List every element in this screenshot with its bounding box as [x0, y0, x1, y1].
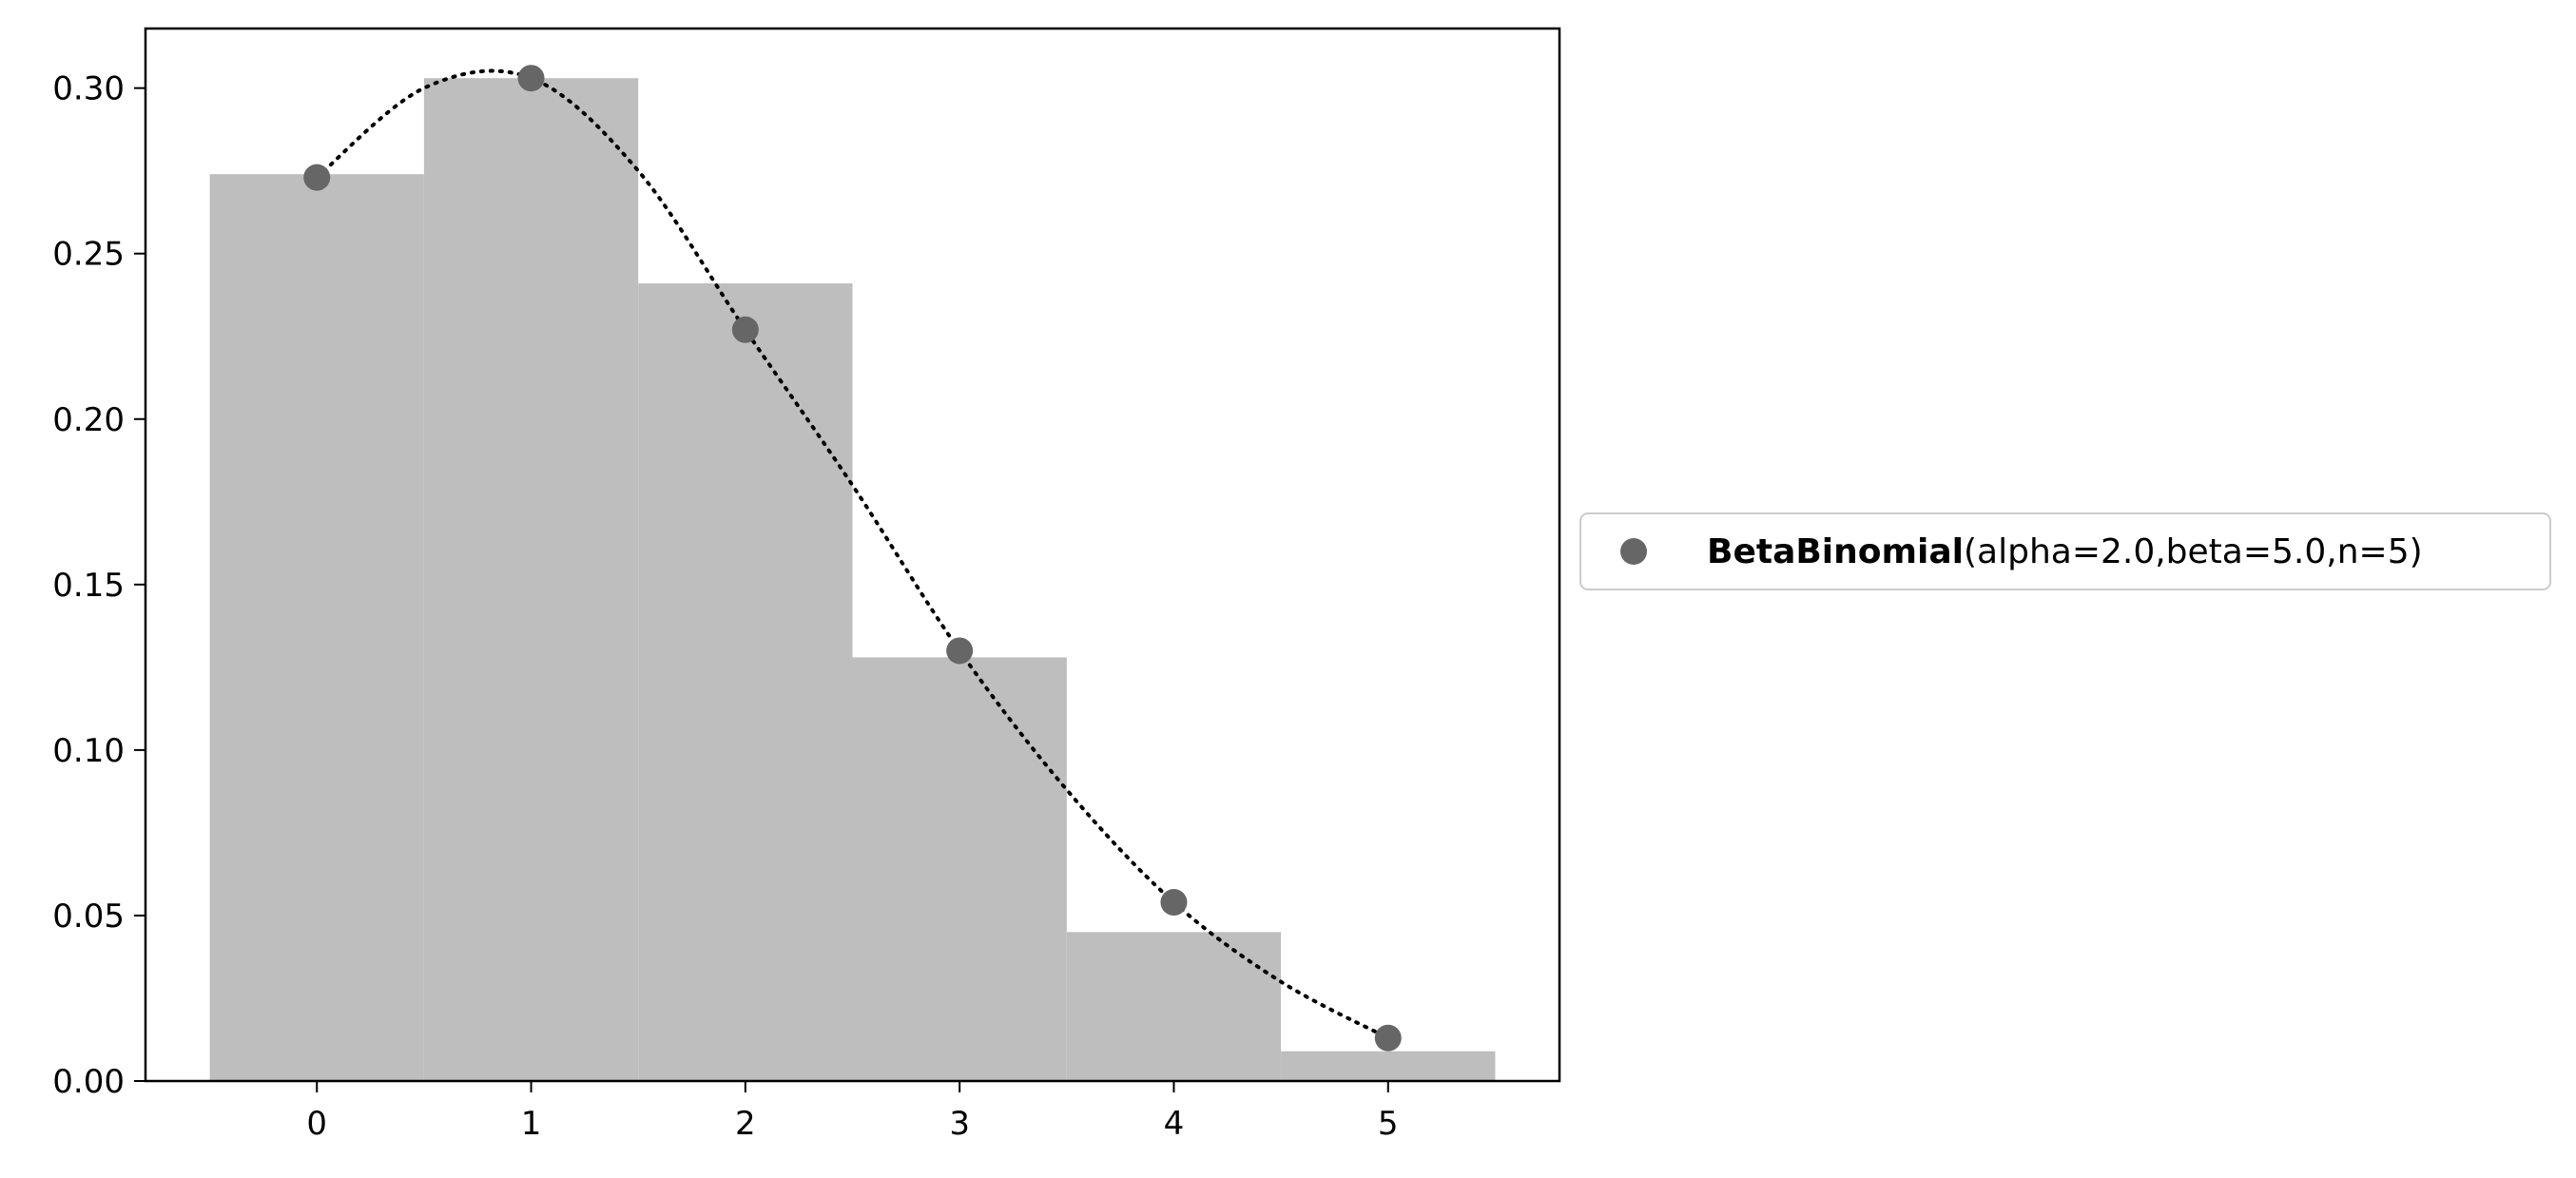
pmf-point — [1160, 889, 1188, 917]
y-tick-label: 0.20 — [52, 401, 125, 439]
y-tick-label: 0.30 — [52, 70, 125, 108]
pmf-point — [1374, 1024, 1402, 1052]
bar — [1066, 932, 1282, 1081]
legend-label-bold: BetaBinomial — [1707, 532, 1964, 571]
legend-marker — [1620, 538, 1647, 565]
y-tick-label: 0.05 — [52, 898, 125, 936]
density-curve — [315, 68, 1390, 1040]
x-tick-label: 3 — [949, 1105, 970, 1143]
legend-label-rest: (alpha=2.0,beta=5.0,n=5) — [1964, 532, 2423, 571]
x-axis-ticks: 0 1 2 3 4 5 — [306, 1081, 1399, 1143]
x-tick-label: 5 — [1378, 1105, 1399, 1143]
plot-frame — [144, 27, 1561, 1083]
x-tick-label: 0 — [306, 1105, 327, 1143]
histogram-bars — [209, 78, 1496, 1082]
x-tick-label: 4 — [1164, 1105, 1185, 1143]
bar — [423, 78, 639, 1081]
pmf-markers — [303, 65, 1402, 1052]
y-axis-ticks: 0.00 0.05 0.10 0.15 0.20 0.25 0.30 — [52, 70, 145, 1101]
x-tick-label: 2 — [735, 1105, 756, 1143]
pmf-point — [946, 637, 974, 665]
pmf-point — [731, 316, 759, 343]
y-tick-label: 0.25 — [52, 236, 125, 274]
bar — [209, 174, 424, 1082]
bar — [852, 657, 1067, 1081]
legend-label: BetaBinomial(alpha=2.0,beta=5.0,n=5) — [1707, 532, 2423, 571]
y-tick-label: 0.10 — [52, 732, 125, 770]
density-curve-layer — [315, 68, 1390, 1040]
pmf-point — [517, 65, 545, 92]
bar — [1281, 1051, 1496, 1081]
pmf-point — [303, 164, 331, 191]
y-tick-label: 0.15 — [52, 567, 125, 605]
axes — [144, 27, 1561, 1083]
y-tick-label: 0.00 — [52, 1063, 125, 1101]
bar — [638, 283, 853, 1081]
legend-box — [1579, 512, 2551, 590]
legend: BetaBinomial(alpha=2.0,beta=5.0,n=5) — [1579, 512, 2551, 590]
x-tick-label: 1 — [521, 1105, 542, 1143]
